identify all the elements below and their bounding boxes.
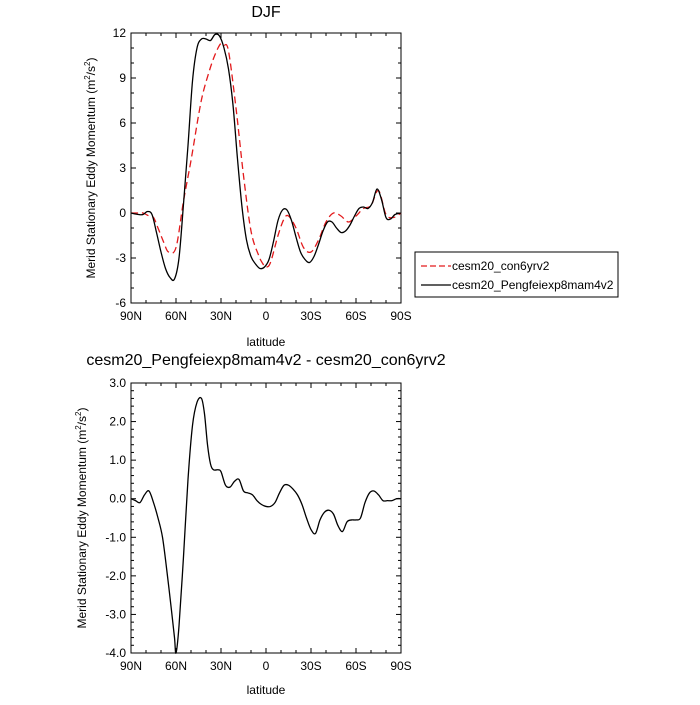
bottom-ytick-label: 3.0 xyxy=(109,376,126,390)
bottom-x-ticks: 90N 60N 30N 0 30S 60S 90S xyxy=(120,383,412,673)
top-series-group xyxy=(130,33,402,282)
top-xtick-label: 90S xyxy=(390,309,411,323)
top-xtick-label: 30S xyxy=(300,309,321,323)
bottom-ylabel-sup: 2 xyxy=(74,425,83,430)
top-plot-frame xyxy=(130,32,402,304)
bottom-ytick-label: -2.0 xyxy=(105,569,126,583)
top-ytick-label: 0 xyxy=(119,206,126,220)
bottom-title: cesm20_Pengfeiexp8mam4v2 - cesm20_con6yr… xyxy=(86,352,445,369)
top-ytick-label: 6 xyxy=(119,116,126,130)
top-series-line-cesm20-con6yrv2 xyxy=(131,42,402,268)
bottom-ytick-label: -4.0 xyxy=(105,646,126,660)
bottom-ylabel-sup2: 2 xyxy=(74,411,83,416)
bottom-ytick-label: -1.0 xyxy=(105,530,126,544)
bottom-xtick-label: 60N xyxy=(165,659,187,673)
bottom-series-line-difference xyxy=(130,396,402,654)
bottom-ylabel-end: ) xyxy=(75,408,89,412)
top-series-line-cesm20-pengfeiexp8mam4v2 xyxy=(130,33,402,282)
top-panel: DJF 90N 60N 30N 0 30S 60S 90S -6 -3 0 3 6 9 12 latit… xyxy=(83,4,619,349)
top-ylabel-sup2: 2 xyxy=(83,61,92,66)
top-ytick-label: 3 xyxy=(119,161,126,175)
bottom-xtick-label: 0 xyxy=(263,659,270,673)
top-ytick-label: 9 xyxy=(119,71,126,85)
bottom-ytick-label: 1.0 xyxy=(109,453,126,467)
bottom-xtick-label: 30N xyxy=(210,659,232,673)
top-ylabel-mid: /s xyxy=(84,66,98,75)
top-x-axis-label: latitude xyxy=(247,335,286,349)
bottom-x-axis-label: latitude xyxy=(247,683,286,697)
top-title: DJF xyxy=(251,4,281,21)
legend-label-con6yrv2: cesm20_con6yrv2 xyxy=(452,259,550,273)
top-xtick-label: 0 xyxy=(263,309,270,323)
bottom-ytick-label: 0.0 xyxy=(109,492,126,506)
bottom-xtick-label: 30S xyxy=(300,659,321,673)
top-ytick-label: -3 xyxy=(115,251,126,265)
bottom-y-axis-label: Merid Stationary Eddy Momentum (m2/s2) xyxy=(74,408,89,629)
legend-box xyxy=(414,251,619,298)
legend-label-pengfei: cesm20_Pengfeiexp8mam4v2 xyxy=(452,278,614,292)
top-legend: cesm20_con6yrv2 cesm20_Pengfeiexp8mam4v2 xyxy=(414,251,619,298)
top-xtick-label: 60N xyxy=(165,309,187,323)
top-ylabel-end: ) xyxy=(84,58,98,62)
bottom-xtick-label: 90N xyxy=(120,659,142,673)
top-x-ticks: 90N 60N 30N 0 30S 60S 90S xyxy=(120,33,412,323)
bottom-ytick-label: -3.0 xyxy=(105,607,126,621)
top-ylabel-main: Merid Stationary Eddy Momentum (m xyxy=(84,80,98,279)
top-y-axis-label: Merid Stationary Eddy Momentum (m2/s2) xyxy=(83,58,98,279)
top-y-ticks: -6 -3 0 3 6 9 12 xyxy=(113,26,401,310)
top-ytick-label: -6 xyxy=(115,296,126,310)
bottom-xtick-label: 60S xyxy=(345,659,366,673)
bottom-xtick-label: 90S xyxy=(390,659,411,673)
bottom-series-group xyxy=(130,396,402,654)
top-ylabel-sup: 2 xyxy=(83,75,92,80)
bottom-y-ticks: -4.0 -3.0 -2.0 -1.0 0.0 1.0 2.0 3.0 xyxy=(105,376,401,660)
top-xtick-label: 30N xyxy=(210,309,232,323)
top-ytick-label: 12 xyxy=(113,26,127,40)
bottom-ylabel-mid: /s xyxy=(75,416,89,425)
top-xtick-label: 60S xyxy=(345,309,366,323)
top-xtick-label: 90N xyxy=(120,309,142,323)
bottom-ytick-label: 2.0 xyxy=(109,415,126,429)
bottom-panel: cesm20_Pengfeiexp8mam4v2 - cesm20_con6yr… xyxy=(74,352,446,697)
bottom-ylabel-main: Merid Stationary Eddy Momentum (m xyxy=(75,430,89,629)
